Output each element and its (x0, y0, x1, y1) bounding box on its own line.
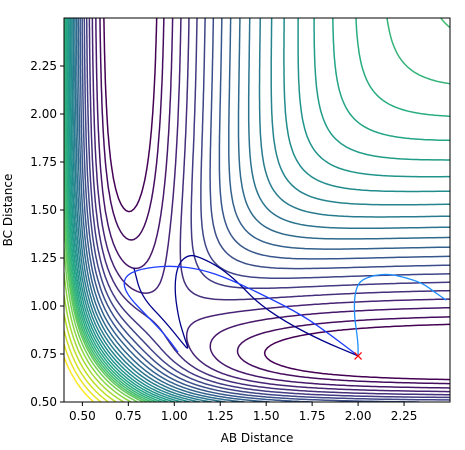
contour-level-line (85, 18, 450, 399)
contour-level-line (72, 18, 450, 402)
contour-level-line (81, 18, 450, 402)
start-marker (354, 351, 363, 360)
trajectory-path (133, 254, 359, 357)
contour-level-line (64, 184, 149, 402)
contour-level-line (99, 18, 450, 385)
contour-level-line (64, 18, 450, 402)
trajectory-lines (123, 254, 447, 357)
contour-level-line (65, 18, 450, 402)
contour-level-line (64, 272, 132, 402)
contour-level-line (71, 18, 450, 402)
contour-level-line (64, 329, 110, 402)
contour-level-line (69, 18, 450, 402)
y-tick-label: 1.00 (30, 299, 57, 313)
contour-level-line (77, 18, 450, 402)
plot-frame (63, 17, 451, 403)
x-tick-label: 1.75 (299, 409, 326, 423)
y-tick-label: 2.25 (30, 59, 57, 73)
x-tick-label: 1.50 (253, 409, 280, 423)
x-axis-ticks: 0.50 0.75 1.00 1.25 1.50 1.75 2.00 2.25 (69, 402, 417, 423)
y-tick-label: 0.50 (30, 395, 57, 409)
contour-lines (64, 18, 450, 402)
contour-level-line (67, 18, 450, 402)
contour-level-line (79, 18, 450, 402)
contour-level-line (68, 18, 450, 402)
contour-level-line (74, 18, 450, 402)
contour-level-line (64, 216, 145, 402)
contour-level-line (64, 18, 450, 402)
start-marker-stroke (354, 351, 363, 360)
x-tick-label: 2.00 (345, 409, 372, 423)
y-tick-label: 2.00 (30, 107, 57, 121)
contour-level-line (95, 18, 450, 389)
y-axis-ticks: 0.50 0.75 1.00 1.25 1.50 1.75 2.00 2.25 (30, 59, 64, 409)
contour-level-line (64, 313, 117, 402)
x-tick-label: 0.50 (69, 409, 96, 423)
x-tick-label: 1.25 (207, 409, 234, 423)
trajectory-path (353, 273, 447, 356)
contour-level-line (64, 343, 102, 402)
contour-level-line (64, 356, 95, 402)
x-tick-label: 2.25 (391, 409, 418, 423)
contour-level-line (64, 18, 450, 402)
x-tick-label: 0.75 (115, 409, 142, 423)
x-tick-label: 1.00 (161, 409, 188, 423)
y-axis-label: BC Distance (1, 174, 15, 247)
y-tick-label: 1.25 (30, 251, 57, 265)
contour-level-line (75, 18, 450, 402)
contour-level-line (91, 18, 450, 393)
contour-level-line (103, 18, 450, 381)
y-tick-label: 1.75 (30, 155, 57, 169)
y-tick-label: 0.75 (30, 347, 57, 361)
x-axis-label: AB Distance (221, 431, 294, 445)
contour-level-line (64, 246, 139, 402)
contour-level-line (88, 18, 450, 396)
y-tick-label: 1.50 (30, 203, 57, 217)
contour-level-line (64, 294, 125, 402)
contour-level-line (83, 18, 450, 401)
trajectory-path (123, 265, 359, 357)
